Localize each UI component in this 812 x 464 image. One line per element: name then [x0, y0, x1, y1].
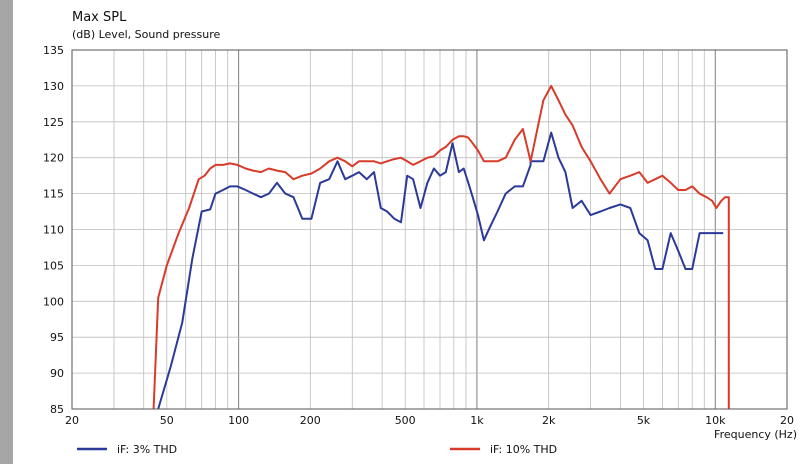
x-tick-label: 100: [228, 414, 249, 427]
y-tick-label: 110: [43, 224, 64, 237]
y-tick-label: 120: [43, 152, 64, 165]
x-tick-label: 20: [780, 414, 794, 427]
chart-panel: Max SPL (dB) Level, Sound pressure 85 90 9…: [13, 0, 812, 464]
x-axis-label: Frequency (Hz): [714, 428, 797, 441]
series-line-thd-3: [157, 131, 724, 410]
y-tick-label: 105: [43, 259, 64, 272]
y-tick-label: 130: [43, 80, 64, 93]
max-spl-chart: Max SPL (dB) Level, Sound pressure 85 90 9…: [43, 10, 797, 456]
y-tick-label: 85: [50, 403, 64, 416]
y-tick-label: 100: [43, 295, 64, 308]
series-line-thd-10: [152, 84, 730, 410]
x-tick-label: 2k: [542, 414, 556, 427]
y-tick-label: 115: [43, 188, 64, 201]
y-tick-label: 125: [43, 116, 64, 129]
x-tick-label: 50: [160, 414, 174, 427]
x-tick-label: 20: [65, 414, 79, 427]
x-tick-label: 200: [300, 414, 321, 427]
x-tick-label: 500: [395, 414, 416, 427]
y-axis-label: (dB) Level, Sound pressure: [72, 28, 221, 41]
legend-label: iF: 10% THD: [490, 443, 557, 456]
legend-label: iF: 3% THD: [117, 443, 177, 456]
chart-title: Max SPL: [72, 10, 127, 25]
x-tick-label: 5k: [637, 414, 651, 427]
y-tick-label: 90: [50, 367, 64, 380]
x-tick-label: 1k: [470, 414, 484, 427]
plot-area-border: [71, 49, 788, 410]
x-tick-label: 10k: [705, 414, 726, 427]
y-tick-label: 135: [43, 44, 64, 57]
y-tick-label: 95: [50, 331, 64, 344]
